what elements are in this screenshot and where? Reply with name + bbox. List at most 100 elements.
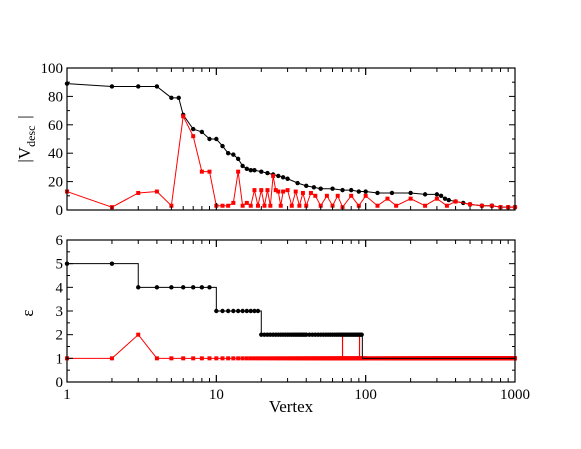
bottom-y-ticks: 0 1 2 3 4 5 6 — [56, 233, 515, 391]
bottom-black-series-point — [259, 332, 264, 337]
bottom-red-series-point — [240, 356, 245, 361]
bottom-red-series-point — [252, 356, 257, 361]
top-y-tick-label: 60 — [48, 118, 63, 134]
bottom-x-ticks: 1 10 100 1000 — [63, 240, 530, 403]
bottom-red-series-point — [231, 356, 236, 361]
top-red-series-point — [335, 193, 340, 198]
bottom-y-tick-label: 1 — [56, 351, 64, 367]
top-red-series-point — [259, 188, 264, 193]
bottom-x-tick-label: 10 — [209, 387, 224, 403]
top-red-series-point — [293, 189, 298, 194]
bottom-red-series-point — [259, 356, 264, 361]
bottom-black-series-point — [154, 285, 160, 290]
top-black-series-point — [304, 183, 309, 189]
top-red-series-point — [313, 193, 318, 198]
top-y-tick-label: 40 — [48, 146, 63, 162]
top-red-series-point — [318, 203, 323, 208]
top-series-layer — [64, 81, 518, 210]
bottom-red-series-point — [136, 332, 141, 337]
top-black-series-point — [109, 84, 115, 89]
bottom-black-series-point — [214, 308, 219, 314]
top-black-series-point — [438, 193, 444, 198]
bottom-red-series-point — [248, 356, 253, 361]
top-black-series-point — [214, 136, 219, 142]
bottom-red-series-point — [262, 356, 267, 361]
top-red-series-point — [271, 173, 276, 178]
top-red-series-point — [191, 134, 196, 139]
top-plot-frame — [66, 67, 516, 211]
top-black-series-point — [136, 84, 141, 89]
bottom-black-series-point — [225, 308, 231, 314]
bottom-black-series-point — [181, 285, 186, 290]
top-red-series-point — [220, 203, 225, 208]
top-red-series-point — [226, 203, 231, 208]
top-black-series-point — [199, 129, 205, 135]
top-red-series-point — [356, 203, 361, 208]
bottom-black-series-point — [191, 285, 196, 290]
bottom-x-tick-label: 1 — [63, 387, 71, 403]
top-red-series-point — [265, 188, 270, 193]
top-black-series-point — [434, 192, 440, 197]
top-red-series-point — [273, 188, 278, 193]
top-black-series-point — [340, 187, 345, 193]
bottom-red-series-point — [285, 356, 290, 361]
top-red-series-point — [262, 203, 267, 208]
bottom-y-tick-label: 3 — [56, 304, 64, 320]
top-red-series-point — [330, 203, 335, 208]
top-black-series-point — [330, 186, 335, 191]
top-y-axis-label: |Vdesc | — [15, 115, 38, 162]
top-x-ticks — [66, 68, 516, 210]
top-black-series-point — [207, 136, 212, 142]
top-y-ticks: 0 20 40 60 80 100 — [41, 61, 515, 219]
top-red-series-point — [489, 203, 494, 208]
top-y-tick-label: 80 — [48, 89, 63, 105]
top-red-series-point — [304, 203, 309, 208]
bottom-y-tick-label: 5 — [56, 257, 64, 273]
bottom-y-tick-label: 2 — [56, 328, 64, 344]
bottom-black-series-point — [307, 332, 312, 337]
bottom-red-series-point — [169, 356, 174, 361]
bottom-red-series-point — [220, 356, 225, 361]
top-red-series-point — [281, 189, 286, 194]
bottom-red-series-point — [244, 356, 249, 361]
bottom-red-series-point — [226, 356, 231, 361]
bottom-y-axis-label: ε — [18, 309, 37, 316]
top-red-series-point — [240, 203, 245, 208]
top-black-series-point — [191, 126, 196, 132]
bottom-red-series-point — [276, 356, 281, 361]
top-red-series-point — [444, 203, 449, 208]
bottom-red-series-point — [278, 356, 283, 361]
bottom-y-tick-label: 0 — [56, 375, 64, 391]
top-black-series-point — [244, 166, 250, 172]
bottom-black-series-point — [136, 285, 141, 290]
bottom-red-series-point — [273, 356, 278, 361]
bottom-black-series-point — [255, 308, 261, 314]
bottom-black-series-point — [240, 308, 245, 314]
top-black-series-point — [225, 151, 231, 156]
top-red-series-point — [252, 188, 257, 193]
top-red-series-point — [479, 203, 484, 208]
bottom-black-series-point — [262, 332, 267, 337]
top-y-tick-label: 20 — [48, 175, 63, 191]
top-black-series-point — [259, 169, 264, 174]
bottom-black-series-point — [252, 308, 257, 314]
top-red-series-point — [453, 199, 458, 204]
bottom-black-series-point — [207, 285, 212, 290]
top-black-series-point — [220, 143, 225, 149]
bottom-red-series-point — [207, 356, 212, 361]
bottom-red-series-point — [199, 356, 204, 361]
top-black-series-point — [442, 196, 448, 201]
top-red-series-point — [276, 189, 281, 194]
bottom-black-series-point — [169, 285, 174, 290]
bottom-black-series-point — [235, 308, 241, 314]
x-axis-label: Vertex — [269, 397, 314, 416]
top-y-axis-label-sub: desc — [24, 126, 38, 147]
top-red-series-point — [154, 189, 159, 194]
top-red-series-point — [308, 190, 313, 195]
top-black-series-point — [231, 152, 236, 157]
top-red-series-point — [268, 203, 273, 208]
top-panel: 0 20 40 60 80 100 |Vdesc | — [15, 61, 518, 219]
bottom-red-series-line — [67, 333, 515, 359]
top-red-series-point — [394, 203, 399, 208]
